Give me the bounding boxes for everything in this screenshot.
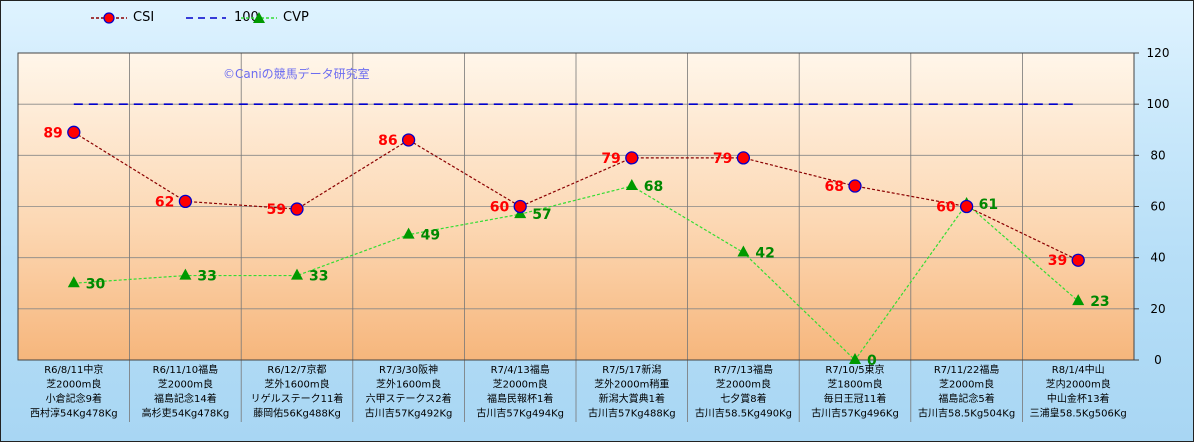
watermark: ©Caniの競馬データ研究室 — [223, 66, 370, 81]
legend-label-cvp: CVP — [283, 10, 309, 25]
x-tick-label: R7/10/5東京 — [825, 363, 884, 376]
x-tick-label: 三浦皇58.5Kg506Kg — [1030, 407, 1127, 420]
x-tick-label: 古川吉57Kg488Kg — [588, 407, 676, 420]
csi-data-label: 60 — [490, 200, 510, 216]
x-tick-label: R6/8/11中京 — [44, 363, 103, 376]
x-tick-label: 古川吉57Kg494Kg — [476, 407, 564, 420]
x-tick-label: 毎日王冠11着 — [824, 392, 887, 405]
cvp-data-label: 61 — [979, 197, 998, 213]
csi-point — [1071, 253, 1085, 267]
legend-swatch-100 — [186, 17, 226, 19]
x-tick-label: 芝外2000m稍重 — [594, 378, 669, 391]
y-tick-label: 120 — [1147, 46, 1170, 60]
x-tick-label: 西村淳54Kg478Kg — [30, 407, 118, 420]
csi-data-label: 62 — [155, 194, 174, 210]
y-tick-label: 20 — [1150, 302, 1165, 316]
x-tick-label: 古川吉58.5Kg490Kg — [695, 407, 792, 420]
y-tick-label: 100 — [1147, 97, 1170, 111]
x-tick-label: 芝外1600m良 — [376, 378, 441, 391]
x-tick-label: 芝外1600m良 — [264, 378, 329, 391]
x-tick-label: 古川吉57Kg496Kg — [811, 407, 899, 420]
legend-swatch-csi — [91, 12, 127, 24]
x-tick-label: 芝2000m良 — [46, 378, 101, 391]
csi-point — [290, 202, 304, 216]
x-tick-label: 芝2000m良 — [939, 378, 994, 391]
legend-swatch-cvp — [241, 12, 277, 23]
cvp-point — [291, 268, 303, 280]
cvp-point — [849, 353, 861, 364]
x-tick-label: 芝内2000m良 — [1046, 378, 1111, 391]
x-tick-label: 藤岡佑56Kg488Kg — [253, 407, 341, 420]
x-tick-label: 芝1800m良 — [827, 378, 882, 391]
y-tick-label: 80 — [1150, 148, 1165, 162]
x-tick-label: 古川吉57Kg492Kg — [365, 407, 453, 420]
csi-point — [178, 194, 193, 209]
cvp-point — [67, 276, 80, 288]
x-tick-label: 芝2000m良 — [158, 378, 213, 391]
cvp-data-label: 68 — [644, 179, 663, 195]
cvp-point — [1072, 294, 1085, 306]
csi-data-label: 89 — [43, 125, 62, 141]
x-tick-label: 芝2000m良 — [716, 378, 771, 391]
x-tick-label: 福島記念5着 — [938, 392, 994, 405]
csi-data-label: 59 — [267, 202, 286, 218]
cvp-point — [625, 179, 638, 191]
csi-point — [513, 199, 527, 214]
x-tick-label: 古川吉58.5Kg504Kg — [918, 407, 1015, 420]
cvp-data-label: 57 — [532, 207, 551, 223]
y-tick-label: 40 — [1150, 251, 1165, 265]
y-tick-label: 60 — [1150, 200, 1165, 214]
csi-point — [625, 151, 639, 165]
series-csi-line — [73, 131, 1079, 261]
cvp-point — [737, 245, 750, 257]
x-tick-label: リゲルステーク11着 — [251, 392, 344, 405]
csi-data-label: 60 — [936, 200, 956, 216]
cvp-data-label: 33 — [309, 269, 328, 285]
cvp-data-label: 42 — [755, 246, 774, 262]
x-tick-label: R7/3/30阪神 — [379, 363, 438, 376]
x-tick-label: 高杉吏54Kg478Kg — [142, 407, 230, 420]
x-tick-label: 中山金杯13着 — [1047, 392, 1110, 405]
y-tick-label: 0 — [1154, 353, 1162, 367]
csi-point — [848, 179, 862, 193]
x-tick-label: R7/7/13福島 — [714, 363, 773, 376]
x-tick-label: R8/1/4中山 — [1052, 363, 1105, 376]
csi-data-label: 79 — [713, 151, 732, 167]
cvp-point — [402, 227, 415, 239]
csi-data-label: 86 — [378, 133, 397, 149]
x-tick-label: 芝2000m良 — [493, 378, 548, 391]
csi-data-label: 79 — [601, 151, 620, 167]
x-tick-label: 福島民報杯1着 — [487, 392, 553, 405]
cvp-data-label: 23 — [1090, 294, 1109, 310]
x-tick-label: 七夕賞8着 — [720, 392, 766, 405]
series-cvp-line — [73, 185, 1079, 361]
x-tick-label: R7/4/13福島 — [491, 363, 550, 376]
cvp-data-label: 0 — [867, 353, 877, 369]
x-tick-label: 新潟大賞典1着 — [599, 392, 665, 405]
csi-point — [959, 199, 974, 214]
cvp-data-label: 49 — [421, 228, 440, 244]
x-tick-label: R7/11/22福島 — [934, 363, 1000, 376]
x-tick-label: R7/5/17新潟 — [602, 363, 661, 376]
legend-label-csi: CSI — [133, 10, 155, 25]
cvp-data-label: 33 — [197, 269, 216, 285]
cvp-point — [179, 268, 192, 280]
csi-point — [401, 133, 416, 147]
x-tick-label: R6/11/10福島 — [153, 363, 219, 376]
x-tick-label: R6/12/7京都 — [267, 363, 326, 376]
csi-data-label: 39 — [1048, 253, 1067, 269]
csi-point — [736, 151, 751, 165]
cvp-data-label: 30 — [86, 276, 106, 292]
x-tick-label: 福島記念14着 — [154, 392, 217, 405]
csi-point — [67, 125, 81, 139]
x-tick-label: 六甲ステークス2着 — [366, 392, 452, 405]
csi-data-label: 68 — [825, 179, 844, 195]
x-tick-label: 小倉記念9着 — [46, 392, 102, 405]
